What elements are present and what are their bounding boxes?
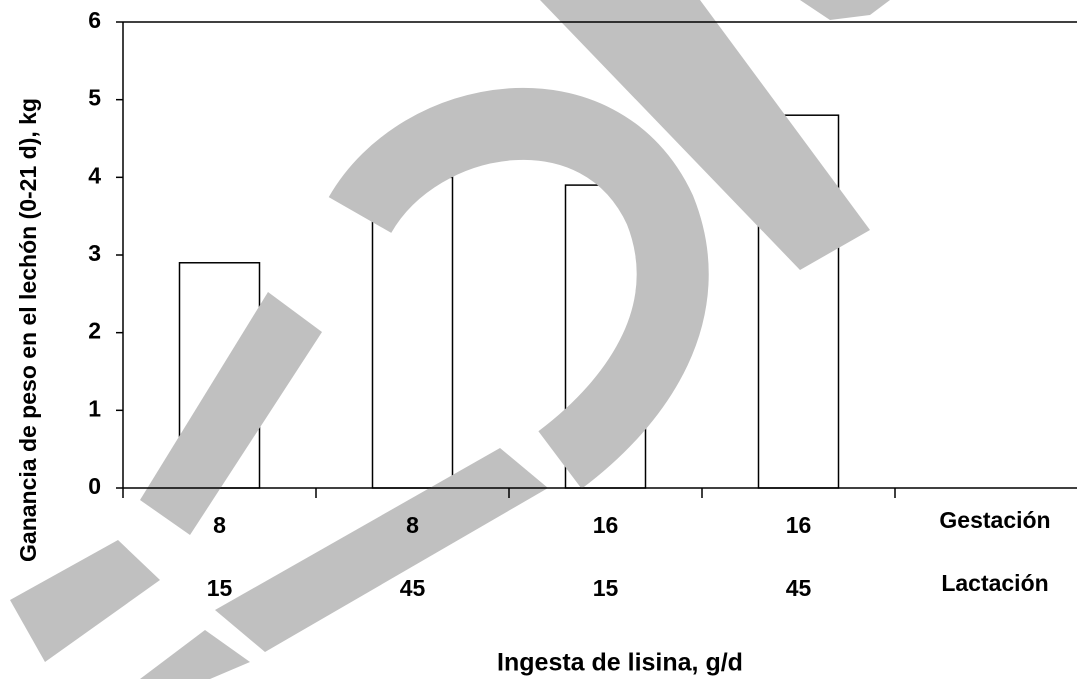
x-tick-label: 16 (593, 512, 619, 538)
category-level-name: Gestación (939, 507, 1050, 533)
x-tick-label: 8 (406, 512, 419, 538)
y-tick-label: 1 (88, 395, 101, 421)
x-tick-label: 45 (786, 575, 812, 601)
x-tick-label: 15 (207, 575, 233, 601)
y-tick-label: 3 (88, 240, 101, 266)
watermark-stripe (540, 0, 870, 270)
watermark-stripe (140, 630, 250, 679)
x-axis-title: Ingesta de lisina, g/d (497, 649, 743, 677)
watermark (10, 0, 890, 679)
y-axis-title: Ganancia de peso en el lechón (0-21 d), … (15, 98, 41, 562)
y-tick-label: 0 (88, 473, 101, 499)
watermark-stripe (800, 0, 890, 20)
x-tick-label: 45 (400, 575, 426, 601)
category-level-name: Lactación (941, 570, 1048, 596)
y-tick-label: 4 (88, 162, 101, 188)
y-tick-label: 2 (88, 318, 101, 344)
x-tick-label: 16 (786, 512, 812, 538)
x-tick-label: 8 (213, 512, 226, 538)
y-tick-label: 6 (88, 7, 101, 33)
watermark-stripe (10, 540, 160, 662)
watermark-arc (328, 87, 709, 489)
x-tick-label: 15 (593, 575, 619, 601)
watermark-stripe (140, 292, 322, 535)
y-tick-label: 5 (88, 85, 101, 111)
watermark-stripe (215, 448, 548, 652)
